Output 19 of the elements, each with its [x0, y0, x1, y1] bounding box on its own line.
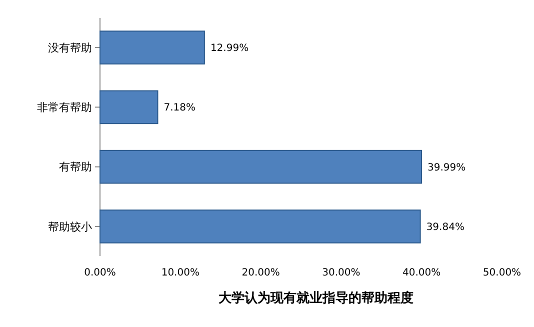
y-tick-label: 帮助较小: [48, 220, 92, 234]
x-tick-label: 40.00%: [402, 268, 441, 278]
data-label: 39.84%: [426, 222, 464, 233]
bar: [100, 30, 205, 64]
text: 大学认为现有就业指导的帮助程度: [218, 290, 414, 306]
data-label: 39.99%: [428, 162, 466, 174]
x-tick-label: 0.00%: [84, 268, 116, 278]
x-tick-label: 10.00%: [161, 268, 200, 278]
x-tick-label: 20.00%: [242, 268, 280, 278]
x-tick-label: 30.00%: [322, 268, 360, 278]
x-tick-label: 50.00%: [482, 268, 522, 278]
bar: [100, 210, 421, 244]
bar: [100, 90, 158, 124]
y-tick-label: 有帮助: [59, 160, 92, 174]
y-tick-label: 非常有帮助: [37, 101, 92, 114]
bar: [100, 150, 422, 184]
data-label: 7.18%: [164, 102, 196, 114]
data-label: 12.99%: [210, 43, 249, 54]
y-tick-label: 没有帮助: [48, 41, 92, 54]
